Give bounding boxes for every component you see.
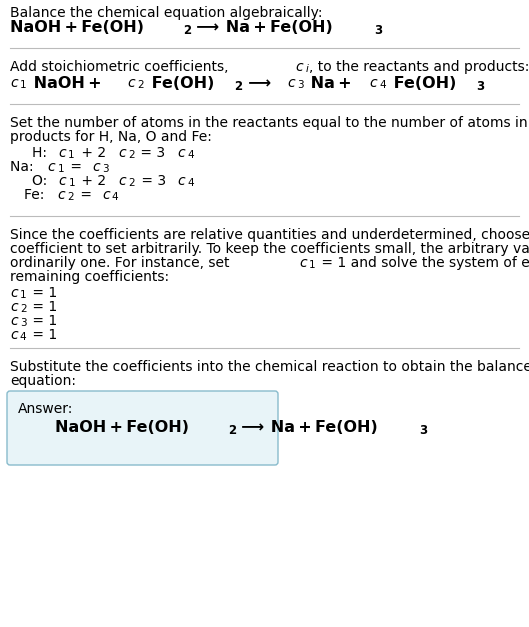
Text: Answer:: Answer: bbox=[18, 402, 74, 416]
Text: c: c bbox=[370, 76, 377, 90]
Text: 1: 1 bbox=[20, 290, 26, 300]
Text: = 1 and solve the system of equations for the: = 1 and solve the system of equations fo… bbox=[317, 256, 529, 270]
Text: ordinarily one. For instance, set: ordinarily one. For instance, set bbox=[10, 256, 234, 270]
Text: 3: 3 bbox=[20, 317, 26, 327]
Text: Fe(OH): Fe(OH) bbox=[146, 76, 214, 91]
Text: c: c bbox=[10, 314, 17, 328]
Text: 3: 3 bbox=[419, 423, 427, 436]
Text: c: c bbox=[10, 286, 17, 300]
Text: = 1: = 1 bbox=[29, 286, 58, 300]
Text: 1: 1 bbox=[58, 164, 64, 174]
Text: c: c bbox=[127, 76, 135, 90]
Text: 1: 1 bbox=[69, 177, 75, 187]
Text: Substitute the coefficients into the chemical reaction to obtain the balanced: Substitute the coefficients into the che… bbox=[10, 360, 529, 374]
Text: 4: 4 bbox=[188, 177, 194, 187]
Text: c: c bbox=[10, 300, 17, 314]
Text: c: c bbox=[287, 76, 295, 90]
Text: Fe:: Fe: bbox=[24, 188, 50, 202]
Text: 2: 2 bbox=[128, 177, 135, 187]
Text: c: c bbox=[57, 188, 65, 202]
Text: Na:: Na: bbox=[10, 160, 39, 174]
Text: c: c bbox=[118, 174, 126, 188]
Text: coefficient to set arbitrarily. To keep the coefficients small, the arbitrary va: coefficient to set arbitrarily. To keep … bbox=[10, 242, 529, 256]
Text: = 1: = 1 bbox=[29, 300, 58, 314]
Text: =: = bbox=[76, 188, 96, 202]
Text: , to the reactants and products:: , to the reactants and products: bbox=[309, 60, 529, 74]
Text: c: c bbox=[178, 146, 185, 160]
Text: = 1: = 1 bbox=[29, 314, 58, 328]
Text: 4: 4 bbox=[187, 149, 194, 159]
Text: 4: 4 bbox=[112, 191, 118, 201]
Text: 1: 1 bbox=[20, 80, 26, 90]
Text: Since the coefficients are relative quantities and underdetermined, choose a: Since the coefficients are relative quan… bbox=[10, 228, 529, 242]
Text: 2: 2 bbox=[234, 80, 242, 93]
Text: O:: O: bbox=[32, 174, 53, 188]
Text: c: c bbox=[118, 146, 125, 160]
Text: c: c bbox=[10, 328, 17, 342]
Text: 4: 4 bbox=[20, 332, 26, 342]
Text: + 2: + 2 bbox=[77, 174, 109, 188]
Text: c: c bbox=[59, 174, 67, 188]
Text: 4: 4 bbox=[379, 80, 386, 90]
Text: = 3: = 3 bbox=[136, 146, 168, 160]
Text: products for H, Na, O and Fe:: products for H, Na, O and Fe: bbox=[10, 130, 212, 144]
Text: c: c bbox=[299, 256, 306, 270]
Text: 2: 2 bbox=[183, 23, 191, 36]
Text: 2: 2 bbox=[138, 80, 144, 90]
Text: c: c bbox=[10, 76, 17, 90]
Text: NaOH +: NaOH + bbox=[29, 76, 105, 91]
Text: ⟶  Na + Fe(OH): ⟶ Na + Fe(OH) bbox=[239, 420, 378, 435]
Text: Fe(OH): Fe(OH) bbox=[388, 76, 457, 91]
Text: 3: 3 bbox=[476, 80, 485, 93]
Text: Na +: Na + bbox=[305, 76, 355, 91]
Text: NaOH + Fe(OH): NaOH + Fe(OH) bbox=[55, 420, 189, 435]
Text: c: c bbox=[58, 146, 66, 160]
Text: 1: 1 bbox=[309, 260, 315, 270]
Text: i: i bbox=[305, 63, 308, 73]
Text: =: = bbox=[66, 160, 86, 174]
Text: 2: 2 bbox=[20, 303, 26, 314]
Text: 2: 2 bbox=[128, 149, 134, 159]
Text: c: c bbox=[102, 188, 110, 202]
Text: 3: 3 bbox=[102, 164, 109, 174]
Text: remaining coefficients:: remaining coefficients: bbox=[10, 270, 169, 284]
Text: H:: H: bbox=[32, 146, 52, 160]
Text: = 3: = 3 bbox=[136, 174, 169, 188]
Text: 3: 3 bbox=[373, 23, 382, 36]
Text: 3: 3 bbox=[297, 80, 304, 90]
Text: 2: 2 bbox=[228, 423, 236, 436]
Text: ⟶  Na + Fe(OH): ⟶ Na + Fe(OH) bbox=[194, 20, 333, 35]
Text: c: c bbox=[296, 60, 303, 74]
Text: c: c bbox=[48, 160, 55, 174]
Text: ⟶: ⟶ bbox=[245, 76, 277, 91]
Text: 2: 2 bbox=[67, 191, 74, 201]
Text: = 1: = 1 bbox=[29, 328, 58, 342]
Text: NaOH + Fe(OH): NaOH + Fe(OH) bbox=[10, 20, 144, 35]
FancyBboxPatch shape bbox=[7, 391, 278, 465]
Text: c: c bbox=[178, 174, 186, 188]
Text: equation:: equation: bbox=[10, 374, 76, 388]
Text: Balance the chemical equation algebraically:: Balance the chemical equation algebraica… bbox=[10, 6, 323, 20]
Text: Add stoichiometric coefficients,: Add stoichiometric coefficients, bbox=[10, 60, 231, 74]
Text: + 2: + 2 bbox=[77, 146, 109, 160]
Text: 1: 1 bbox=[68, 149, 75, 159]
Text: Set the number of atoms in the reactants equal to the number of atoms in the: Set the number of atoms in the reactants… bbox=[10, 116, 529, 130]
Text: c: c bbox=[92, 160, 100, 174]
